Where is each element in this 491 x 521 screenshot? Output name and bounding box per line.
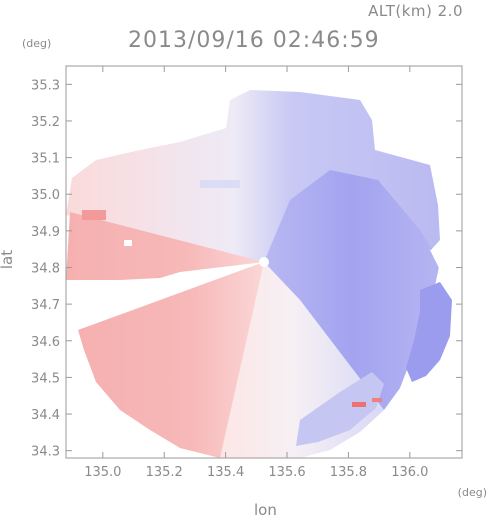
y-axis-unit: (deg) <box>22 37 52 50</box>
y-tick-label: 34.9 <box>31 225 60 240</box>
echo-south-east-band <box>296 372 384 446</box>
echo-speckle <box>372 398 382 402</box>
y-tick-label: 34.5 <box>31 371 60 386</box>
echo-speckle <box>124 240 132 246</box>
radar-echo-field <box>66 90 452 458</box>
altitude-label: ALT(km) 2.0 <box>368 2 463 20</box>
radar-site-marker <box>259 257 269 267</box>
x-tick-label: 135.8 <box>330 465 367 480</box>
y-tick-label: 35.0 <box>31 188 60 203</box>
x-tick-label: 135.0 <box>84 465 121 480</box>
echo-speckle <box>200 180 240 188</box>
x-tick-label: 135.6 <box>268 465 305 480</box>
echo-south-west <box>78 262 264 458</box>
y-tick-label: 35.2 <box>31 115 60 130</box>
echo-east <box>264 170 440 410</box>
plot-frame <box>65 65 463 459</box>
echo-east-island <box>430 246 448 270</box>
echo-speckle <box>352 402 366 407</box>
x-axis-unit: (deg) <box>457 486 487 499</box>
x-axis-label: lon <box>254 501 277 519</box>
echo-speckle <box>82 210 106 220</box>
echo-east-patch <box>406 282 452 382</box>
y-tick-label: 35.3 <box>31 78 60 93</box>
y-tick-label: 34.8 <box>31 261 60 276</box>
x-tick-label: 135.4 <box>207 465 244 480</box>
timestamp-title: 2013/09/16 02:46:59 <box>128 28 380 53</box>
echo-west-wedge <box>66 212 264 280</box>
y-tick-label: 34.4 <box>31 408 60 423</box>
x-tick-label: 135.2 <box>146 465 183 480</box>
x-tick-label: 136.0 <box>391 465 428 480</box>
y-tick-label: 34.7 <box>31 298 60 313</box>
y-tick-label: 34.3 <box>31 445 60 460</box>
y-tick-label: 34.6 <box>31 335 60 350</box>
y-tick-label: 35.1 <box>31 152 60 167</box>
